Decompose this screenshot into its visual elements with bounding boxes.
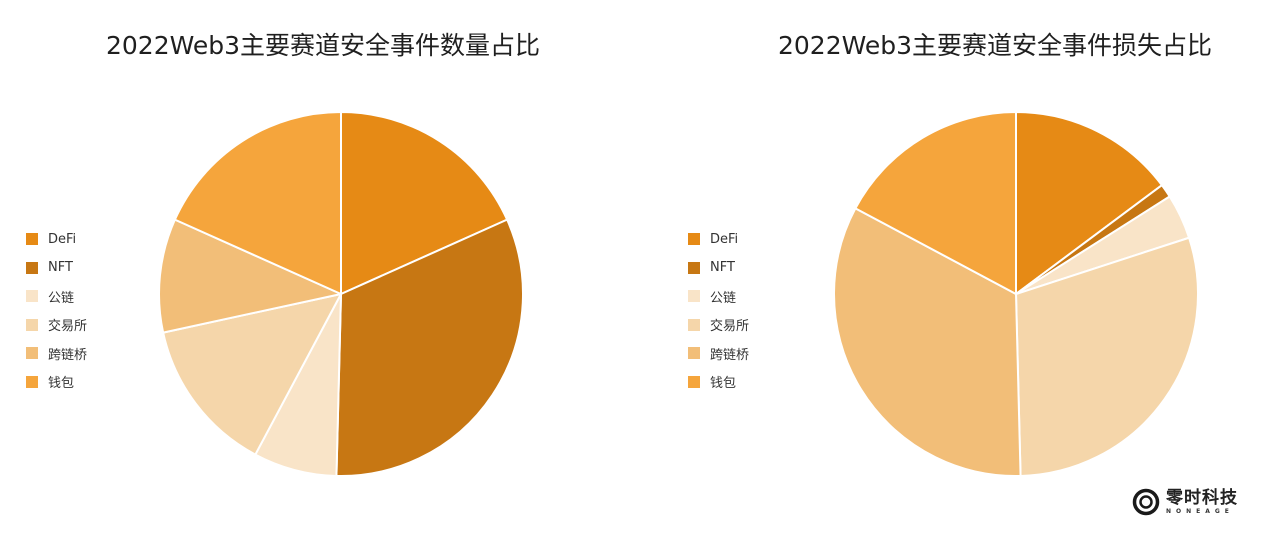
pie-slice-0 — [340, 111, 509, 295]
pie-slice-5 — [854, 111, 1017, 295]
brand-name-cn: 零时科技 — [1166, 487, 1238, 508]
pie-slice-3 — [1015, 236, 1199, 477]
swatch-icon — [26, 261, 38, 274]
swatch-icon — [26, 318, 38, 331]
legend-label: NFT — [710, 260, 735, 276]
legend-label: 钱包 — [710, 376, 737, 392]
legend-item-defi: DeFi — [688, 225, 749, 254]
legend-right: DeFi NFT 公链 交易所 跨链桥 钱包 — [688, 225, 749, 396]
legend-left: DeFi NFT 公链 交易所 跨链桥 钱包 — [26, 225, 87, 396]
legend-label: 跨链桥 — [710, 347, 750, 363]
swatch-icon — [688, 233, 700, 246]
legend-label: 钱包 — [48, 376, 75, 392]
swatch-icon — [688, 318, 700, 331]
pie-slice-1 — [335, 218, 524, 477]
pie-slice-5 — [173, 111, 342, 295]
swatch-icon — [26, 347, 38, 360]
legend-label: DeFi — [48, 231, 77, 247]
chart-title-left: 2022Web3主要赛道安全事件数量占比 — [106, 31, 541, 60]
legend-label: 交易所 — [48, 319, 88, 335]
pie-slice-3 — [162, 293, 342, 456]
swatch-icon — [688, 290, 700, 303]
legend-item-bridge: 跨链桥 — [688, 339, 749, 368]
legend-item-exchange: 交易所 — [688, 311, 749, 340]
swatch-icon — [688, 261, 700, 274]
legend-item-nft: NFT — [26, 254, 87, 283]
legend-label: 跨链桥 — [48, 347, 88, 363]
legend-item-defi: DeFi — [26, 225, 87, 254]
swatch-icon — [688, 375, 700, 388]
swatch-icon — [26, 375, 38, 388]
legend-label: DeFi — [710, 231, 739, 247]
legend-item-public-chain: 公链 — [688, 282, 749, 311]
pie-slice-4 — [158, 218, 342, 334]
legend-label: 公链 — [710, 290, 737, 306]
legend-item-public-chain: 公链 — [26, 282, 87, 311]
swatch-icon — [688, 347, 700, 360]
brand-logo: 零时科技 NONEAGE — [1132, 488, 1238, 516]
legend-item-wallet: 钱包 — [26, 368, 87, 397]
pie-chart-count — [158, 111, 524, 477]
legend-item-exchange: 交易所 — [26, 311, 87, 340]
pie-slice-4 — [833, 207, 1022, 477]
legend-label: 公链 — [48, 290, 75, 306]
legend-item-bridge: 跨链桥 — [26, 339, 87, 368]
legend-item-wallet: 钱包 — [688, 368, 749, 397]
noneage-logo-icon — [1132, 488, 1160, 516]
swatch-icon — [26, 233, 38, 246]
chart-title-right: 2022Web3主要赛道安全事件损失占比 — [778, 31, 1213, 60]
swatch-icon — [26, 290, 38, 303]
legend-label: NFT — [48, 260, 73, 276]
pie-slice-0 — [1015, 111, 1163, 295]
legend-item-nft: NFT — [688, 254, 749, 283]
legend-label: 交易所 — [710, 319, 750, 335]
brand-name-en: NONEAGE — [1166, 507, 1234, 515]
pie-chart-loss — [833, 111, 1199, 477]
